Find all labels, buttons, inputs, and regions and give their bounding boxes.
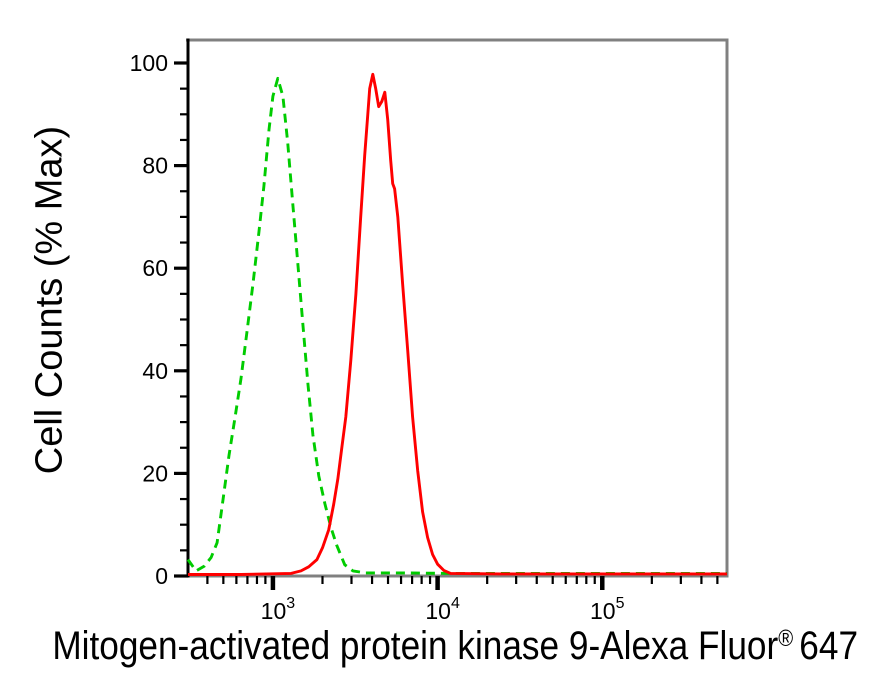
x-axis-title: Mitogen-activated protein kinase 9-Alexa…: [52, 624, 858, 669]
x-axis-title-text: Mitogen-activated protein kinase 9-Alexa…: [52, 624, 779, 668]
y-axis-tick-label: 0: [155, 563, 168, 589]
green-dashed-curve: [186, 76, 727, 575]
y-axis-tick-label: 100: [130, 50, 168, 76]
red-solid-curve: [188, 72, 727, 576]
x-axis-tick-label: 105: [590, 595, 625, 624]
x-axis-tick-label: 104: [425, 595, 460, 624]
y-axis-tick-label: 80: [142, 153, 168, 179]
y-axis-title: Cell Counts (% Max): [28, 125, 71, 475]
x-axis-tick-label: 103: [261, 595, 296, 624]
y-axis-tick-label: 20: [142, 460, 168, 486]
registered-trademark-symbol: ®: [778, 625, 794, 651]
y-axis-tick-label: 40: [142, 358, 168, 384]
y-axis-tick-label: 60: [142, 255, 168, 281]
x-axis-title-number: 647: [799, 624, 859, 668]
